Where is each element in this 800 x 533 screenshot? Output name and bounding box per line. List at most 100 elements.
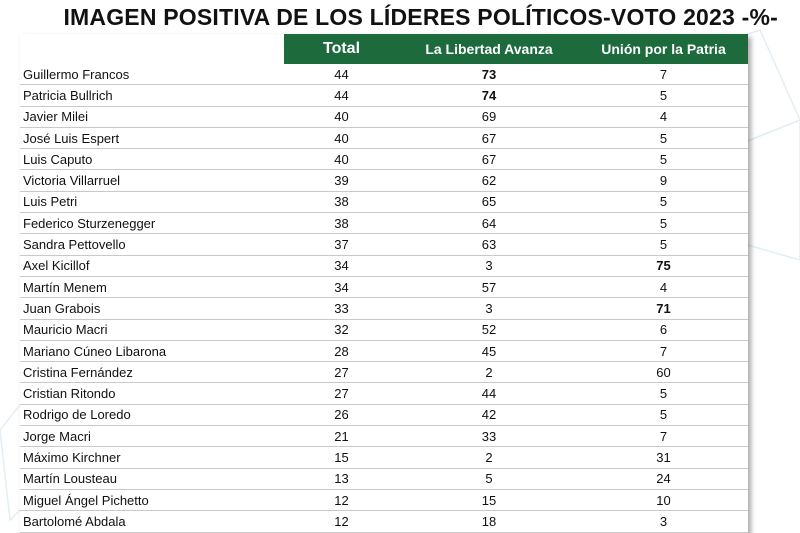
row-name-cell: Javier Milei: [20, 106, 284, 128]
total-value-cell: 27: [284, 361, 399, 384]
lla-value-cell: 74: [399, 84, 579, 107]
header-blank-cell: [20, 34, 284, 64]
total-value-cell: 40: [284, 106, 399, 128]
up-value-cell: 4: [579, 106, 748, 128]
row-name-cell: Martín Menem: [20, 276, 284, 299]
table-body: Guillermo Francos 44 73 7 Patricia Bullrich 4…: [20, 64, 748, 533]
row-name-cell: Guillermo Francos: [20, 64, 284, 86]
up-value-cell: 5: [579, 212, 748, 235]
total-value-cell: 21: [284, 425, 399, 448]
up-value-cell: 5: [579, 127, 748, 150]
lla-value-cell: 63: [399, 233, 579, 256]
lla-value-cell: 73: [399, 64, 579, 86]
row-name-cell: Sandra Pettovello: [20, 233, 284, 256]
lla-value-cell: 15: [399, 489, 579, 512]
up-value-cell: 71: [579, 297, 748, 320]
up-value-cell: 5: [579, 191, 748, 214]
table-row: José Luis Espert 40 67 5: [20, 127, 748, 150]
table-row: Jorge Macri 21 33 7: [20, 425, 748, 448]
up-value-cell: 24: [579, 468, 748, 490]
total-value-cell: 38: [284, 212, 399, 235]
row-name-cell: Martín Lousteau: [20, 468, 284, 490]
lla-value-cell: 62: [399, 169, 579, 192]
total-value-cell: 27: [284, 382, 399, 405]
total-value-cell: 28: [284, 340, 399, 363]
row-name-cell: Mauricio Macri: [20, 319, 284, 341]
lla-value-cell: 3: [399, 297, 579, 320]
row-name-cell: Jorge Macri: [20, 425, 284, 448]
total-value-cell: 40: [284, 127, 399, 150]
header-row: Total La Libertad Avanza Unión por la Pa…: [20, 34, 748, 64]
total-value-cell: 39: [284, 169, 399, 192]
row-name-cell: Rodrigo de Loredo: [20, 404, 284, 427]
column-header-lla: La Libertad Avanza: [399, 34, 579, 64]
table-row: Cristina Fernández 27 2 60: [20, 361, 748, 384]
total-value-cell: 33: [284, 297, 399, 320]
row-name-cell: Luis Caputo: [20, 148, 284, 171]
up-value-cell: 31: [579, 446, 748, 469]
up-value-cell: 5: [579, 148, 748, 171]
table-row: Martín Lousteau 13 5 24: [20, 468, 748, 490]
row-name-cell: Victoria Villarruel: [20, 169, 284, 192]
table-row: Victoria Villarruel 39 62 9: [20, 169, 748, 192]
lla-value-cell: 2: [399, 446, 579, 469]
lla-value-cell: 18: [399, 510, 579, 533]
row-name-cell: Cristina Fernández: [20, 361, 284, 384]
page-title: IMAGEN POSITIVA DE LOS LÍDERES POLÍTICOS…: [63, 4, 778, 30]
table-row: Mariano Cúneo Libarona 28 45 7: [20, 340, 748, 363]
row-name-cell: Luis Petri: [20, 191, 284, 214]
column-header-total: Total: [284, 34, 399, 64]
data-table-container: Total La Libertad Avanza Unión por la Pa…: [20, 34, 748, 533]
lla-value-cell: 64: [399, 212, 579, 235]
total-value-cell: 37: [284, 233, 399, 256]
up-value-cell: 75: [579, 255, 748, 277]
total-value-cell: 34: [284, 276, 399, 299]
row-name-cell: Patricia Bullrich: [20, 84, 284, 107]
lla-value-cell: 3: [399, 255, 579, 277]
table-row: Javier Milei 40 69 4: [20, 106, 748, 128]
table-row: Martín Menem 34 57 4: [20, 276, 748, 299]
up-value-cell: 5: [579, 84, 748, 107]
total-value-cell: 40: [284, 148, 399, 171]
up-value-cell: 5: [579, 233, 748, 256]
total-value-cell: 26: [284, 404, 399, 427]
up-value-cell: 7: [579, 64, 748, 86]
up-value-cell: 4: [579, 276, 748, 299]
up-value-cell: 9: [579, 169, 748, 192]
total-value-cell: 44: [284, 64, 399, 86]
table-row: Federico Sturzenegger 38 64 5: [20, 212, 748, 235]
total-value-cell: 34: [284, 255, 399, 277]
table-row: Luis Petri 38 65 5: [20, 191, 748, 214]
total-value-cell: 44: [284, 84, 399, 107]
table-row: Luis Caputo 40 67 5: [20, 148, 748, 171]
lla-value-cell: 5: [399, 468, 579, 490]
table-row: Axel Kicillof 34 3 75: [20, 255, 748, 277]
total-value-cell: 12: [284, 489, 399, 512]
lla-value-cell: 65: [399, 191, 579, 214]
row-name-cell: Máximo Kirchner: [20, 446, 284, 469]
row-name-cell: Cristian Ritondo: [20, 382, 284, 405]
table-row: Juan Grabois 33 3 71: [20, 297, 748, 320]
data-table: Total La Libertad Avanza Unión por la Pa…: [20, 34, 748, 533]
total-value-cell: 15: [284, 446, 399, 469]
lla-value-cell: 33: [399, 425, 579, 448]
total-value-cell: 38: [284, 191, 399, 214]
total-value-cell: 12: [284, 510, 399, 533]
table-row: Mauricio Macri 32 52 6: [20, 319, 748, 341]
row-name-cell: Federico Sturzenegger: [20, 212, 284, 235]
table-row: Miguel Ángel Pichetto 12 15 10: [20, 489, 748, 512]
row-name-cell: Bartolomé Abdala: [20, 510, 284, 533]
up-value-cell: 5: [579, 382, 748, 405]
up-value-cell: 7: [579, 340, 748, 363]
lla-value-cell: 2: [399, 361, 579, 384]
total-value-cell: 13: [284, 468, 399, 490]
up-value-cell: 10: [579, 489, 748, 512]
up-value-cell: 6: [579, 319, 748, 341]
table-row: Patricia Bullrich 44 74 5: [20, 84, 748, 107]
lla-value-cell: 67: [399, 127, 579, 150]
up-value-cell: 60: [579, 361, 748, 384]
table-row: Máximo Kirchner 15 2 31: [20, 446, 748, 469]
row-name-cell: Mariano Cúneo Libarona: [20, 340, 284, 363]
table-row: Guillermo Francos 44 73 7: [20, 64, 748, 86]
lla-value-cell: 44: [399, 382, 579, 405]
